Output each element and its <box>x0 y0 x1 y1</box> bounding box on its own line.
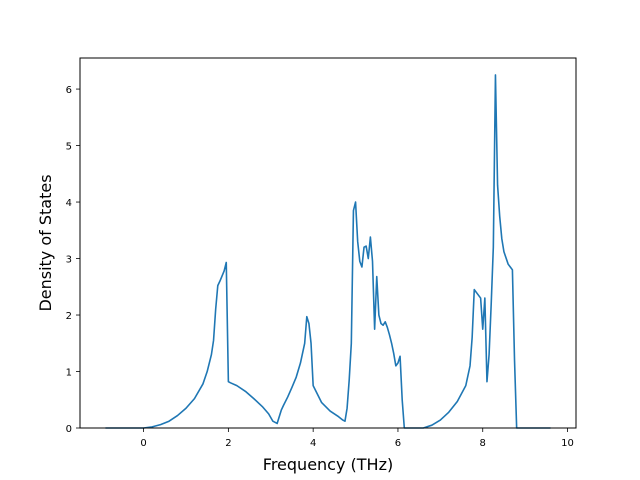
x-tick-label: 2 <box>225 438 231 449</box>
x-tick-label: 0 <box>140 438 146 449</box>
y-tick-label: 1 <box>66 368 72 379</box>
axes-frame <box>79 57 577 429</box>
y-tick-label: 0 <box>66 424 72 435</box>
y-axis-ticks: 0 1 2 3 4 5 6 <box>66 85 80 435</box>
x-tick-label: 4 <box>310 438 316 449</box>
x-tick-label: 6 <box>395 438 401 449</box>
y-tick-label: 4 <box>66 198 72 209</box>
x-axis-label: Frequency (THz) <box>263 455 393 474</box>
y-axis-label: Density of States <box>36 174 55 311</box>
y-tick-label: 3 <box>66 255 72 266</box>
y-tick-label: 5 <box>66 142 72 153</box>
x-tick-label: 8 <box>480 438 486 449</box>
series-layer <box>105 74 551 429</box>
plot-area <box>79 57 577 429</box>
series-line-0 <box>105 74 551 429</box>
y-tick-label: 6 <box>66 85 72 96</box>
x-axis-ticks: 0 2 4 6 8 10 <box>140 428 574 449</box>
x-tick-label: 10 <box>561 438 574 449</box>
y-tick-label: 2 <box>66 311 72 322</box>
